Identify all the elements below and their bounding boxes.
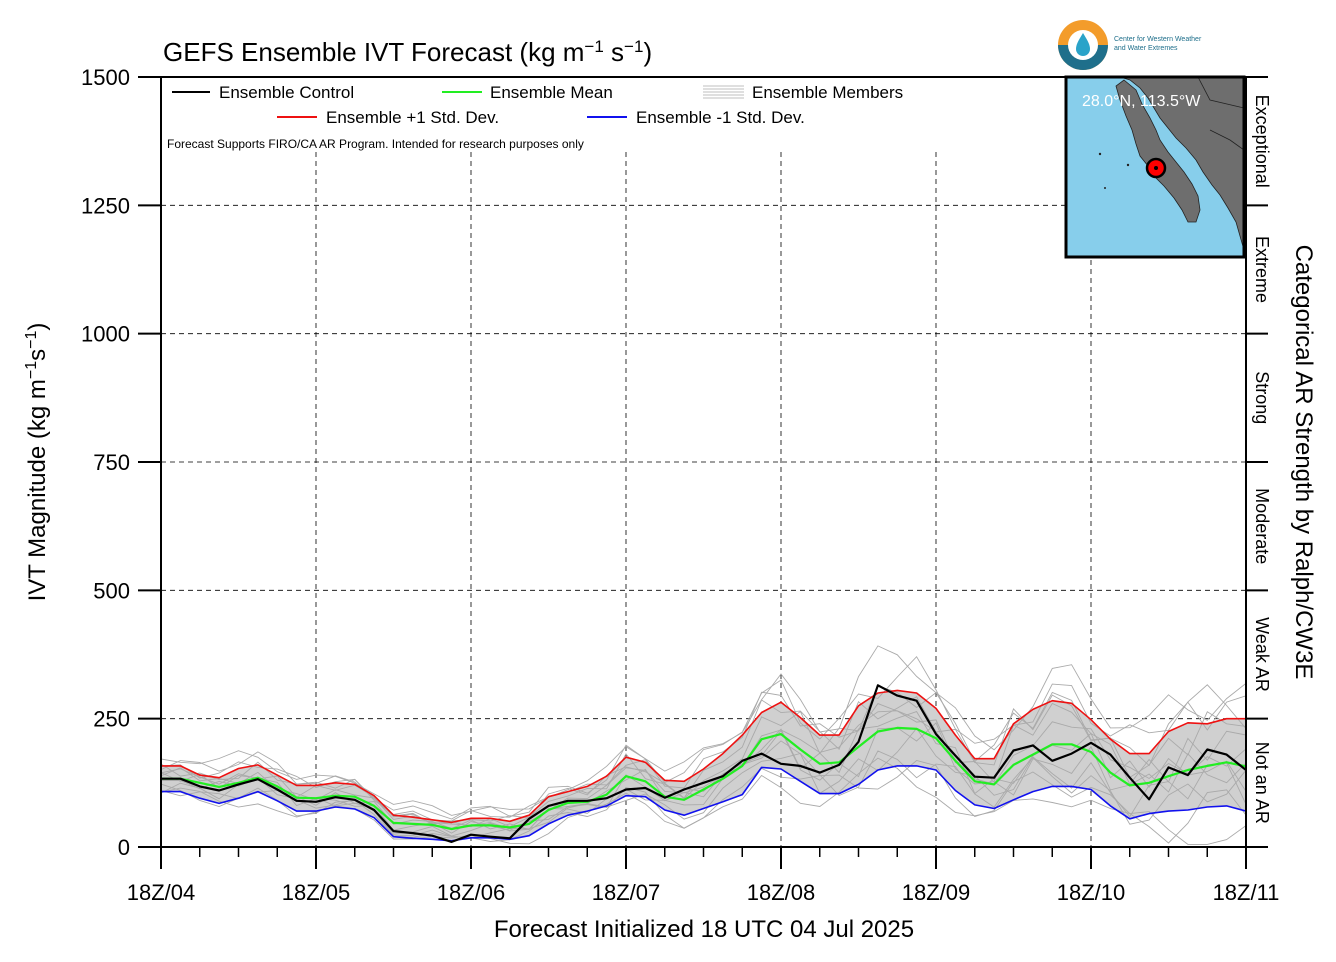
legend-control: Ensemble Control	[219, 83, 354, 102]
ensemble-member-line	[161, 645, 1246, 816]
y-tick-label: 1000	[81, 322, 130, 347]
logo-text-line1: Center for Western Weather	[1114, 36, 1202, 43]
x-tick-label: 18Z/07	[592, 880, 661, 905]
legend-plus: Ensemble +1 Std. Dev.	[326, 108, 499, 127]
y-tick-label: 250	[93, 707, 130, 732]
x-tick-label: 18Z/11	[1213, 880, 1280, 905]
ar-category-label: Strong	[1252, 371, 1272, 424]
legend-members: Ensemble Members	[752, 83, 903, 102]
ar-category-labels: Not an AR Weak AR Moderate Strong Extreme Exc…	[1252, 95, 1272, 824]
legend-members-swatch	[703, 85, 744, 99]
series-plus-std	[161, 689, 1246, 824]
ar-category-label: Weak AR	[1252, 617, 1272, 692]
y-axis-label: IVT Magnitude (kg m−1s−1)	[23, 323, 51, 602]
ensemble-member-line	[161, 760, 1246, 844]
series-ensemble-mean	[161, 726, 1246, 831]
ensemble-members	[161, 645, 1246, 845]
x-tick-label: 18Z/09	[902, 880, 971, 905]
legend: Ensemble Control Ensemble Mean Ensemble …	[167, 83, 903, 151]
y-tick-label: 1500	[81, 65, 130, 90]
ensemble-member-line	[161, 702, 1246, 828]
ar-category-label: Exceptional	[1252, 95, 1272, 188]
y-tick-label: 750	[93, 450, 130, 475]
ensemble-member-line	[161, 727, 1246, 837]
x-tick-label: 18Z/10	[1057, 880, 1126, 905]
baja-peninsula	[1115, 79, 1201, 223]
legend-minus: Ensemble -1 Std. Dev.	[636, 108, 805, 127]
right-axis-label: Categorical AR Strength by Ralph/CW3E	[1290, 245, 1317, 680]
y-ticks: 0 250 500 750 1000 1250 1500	[81, 65, 1268, 860]
location-map: 28.0°N, 113.5°W	[1064, 75, 1246, 259]
mainland-land	[1119, 77, 1244, 251]
logo-text-line2: and Water Extremes	[1114, 45, 1178, 52]
y-tick-label: 500	[93, 578, 130, 603]
ar-category-label: Moderate	[1252, 488, 1272, 564]
legend-mean: Ensemble Mean	[490, 83, 613, 102]
x-ticks: 18Z/04 18Z/05 18Z/06 18Z/07 18Z/08 18Z/09 18Z/…	[127, 847, 1280, 905]
series-minus-std	[161, 765, 1246, 842]
series-ensemble-control	[161, 684, 1246, 843]
x-tick-label: 18Z/04	[127, 880, 196, 905]
location-label: 28.0°N, 113.5°W	[1082, 93, 1201, 110]
ensemble-member-line	[161, 722, 1246, 834]
std-dev-band	[161, 690, 1246, 841]
ar-category-label: Extreme	[1252, 236, 1272, 303]
cw3e-logo: Center for Western Weather and Water Ext…	[1058, 20, 1202, 70]
ar-category-label: Not an AR	[1252, 742, 1272, 824]
x-axis-label: Forecast Initialized 18 UTC 04 Jul 2025	[494, 916, 914, 943]
y-tick-label: 0	[118, 835, 130, 860]
x-tick-label: 18Z/05	[282, 880, 351, 905]
chart-title: GEFS Ensemble IVT Forecast (kg m−1 s−1)	[163, 37, 652, 67]
research-note: Forecast Supports FIRO/CA AR Program. In…	[167, 137, 584, 151]
plot-area	[161, 645, 1246, 845]
y-tick-label: 1250	[81, 193, 130, 218]
x-tick-label: 18Z/06	[437, 880, 506, 905]
ensemble-member-line	[161, 750, 1246, 839]
ensemble-member-line	[161, 685, 1246, 822]
ensemble-member-line	[161, 710, 1246, 829]
ensemble-member-line	[161, 655, 1246, 820]
x-tick-label: 18Z/08	[747, 880, 816, 905]
